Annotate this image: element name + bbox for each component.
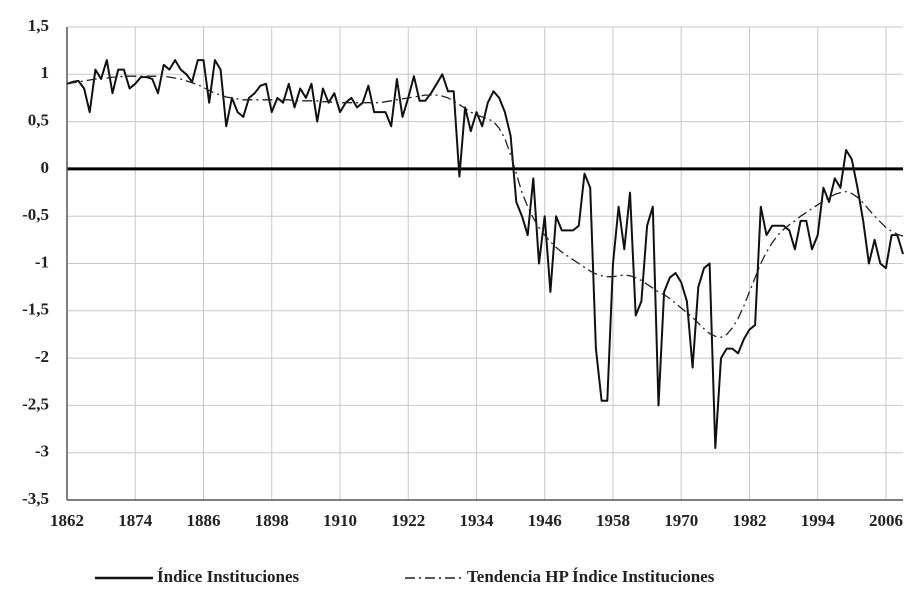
y-tick-label: 1,5 — [28, 16, 49, 35]
y-tick-label: -0,5 — [22, 205, 49, 224]
x-tick-label: 1934 — [459, 511, 494, 530]
series-line — [66, 75, 904, 338]
x-tick-label: 1886 — [186, 511, 220, 530]
x-tick-label: 1922 — [391, 511, 425, 530]
x-tick-label: 1874 — [118, 511, 153, 530]
x-tick-label: 1994 — [801, 511, 836, 530]
y-tick-label: 0,5 — [28, 111, 49, 130]
y-tick-label: 0 — [41, 158, 50, 177]
x-tick-label: 1982 — [732, 511, 766, 530]
x-tick-label: 2006 — [869, 511, 903, 530]
y-tick-label: -2,5 — [22, 394, 49, 413]
x-tick-label: 1862 — [50, 511, 84, 530]
series-line — [66, 59, 904, 449]
x-tick-label: 1946 — [528, 511, 562, 530]
y-tick-label: -3 — [35, 442, 49, 461]
y-tick-label: -3,5 — [22, 489, 49, 508]
y-tick-label: -1 — [35, 252, 49, 271]
x-tick-label: 1970 — [664, 511, 698, 530]
y-tick-label: -2 — [35, 347, 49, 366]
x-tick-label: 1958 — [596, 511, 630, 530]
y-tick-label: 1 — [41, 63, 50, 82]
legend-label: Índice Instituciones — [157, 567, 300, 586]
x-tick-label: 1910 — [323, 511, 357, 530]
legend-label: Tendencia HP Índice Instituciones — [467, 567, 715, 586]
y-tick-label: -1,5 — [22, 300, 49, 319]
x-tick-label: 1898 — [255, 511, 289, 530]
